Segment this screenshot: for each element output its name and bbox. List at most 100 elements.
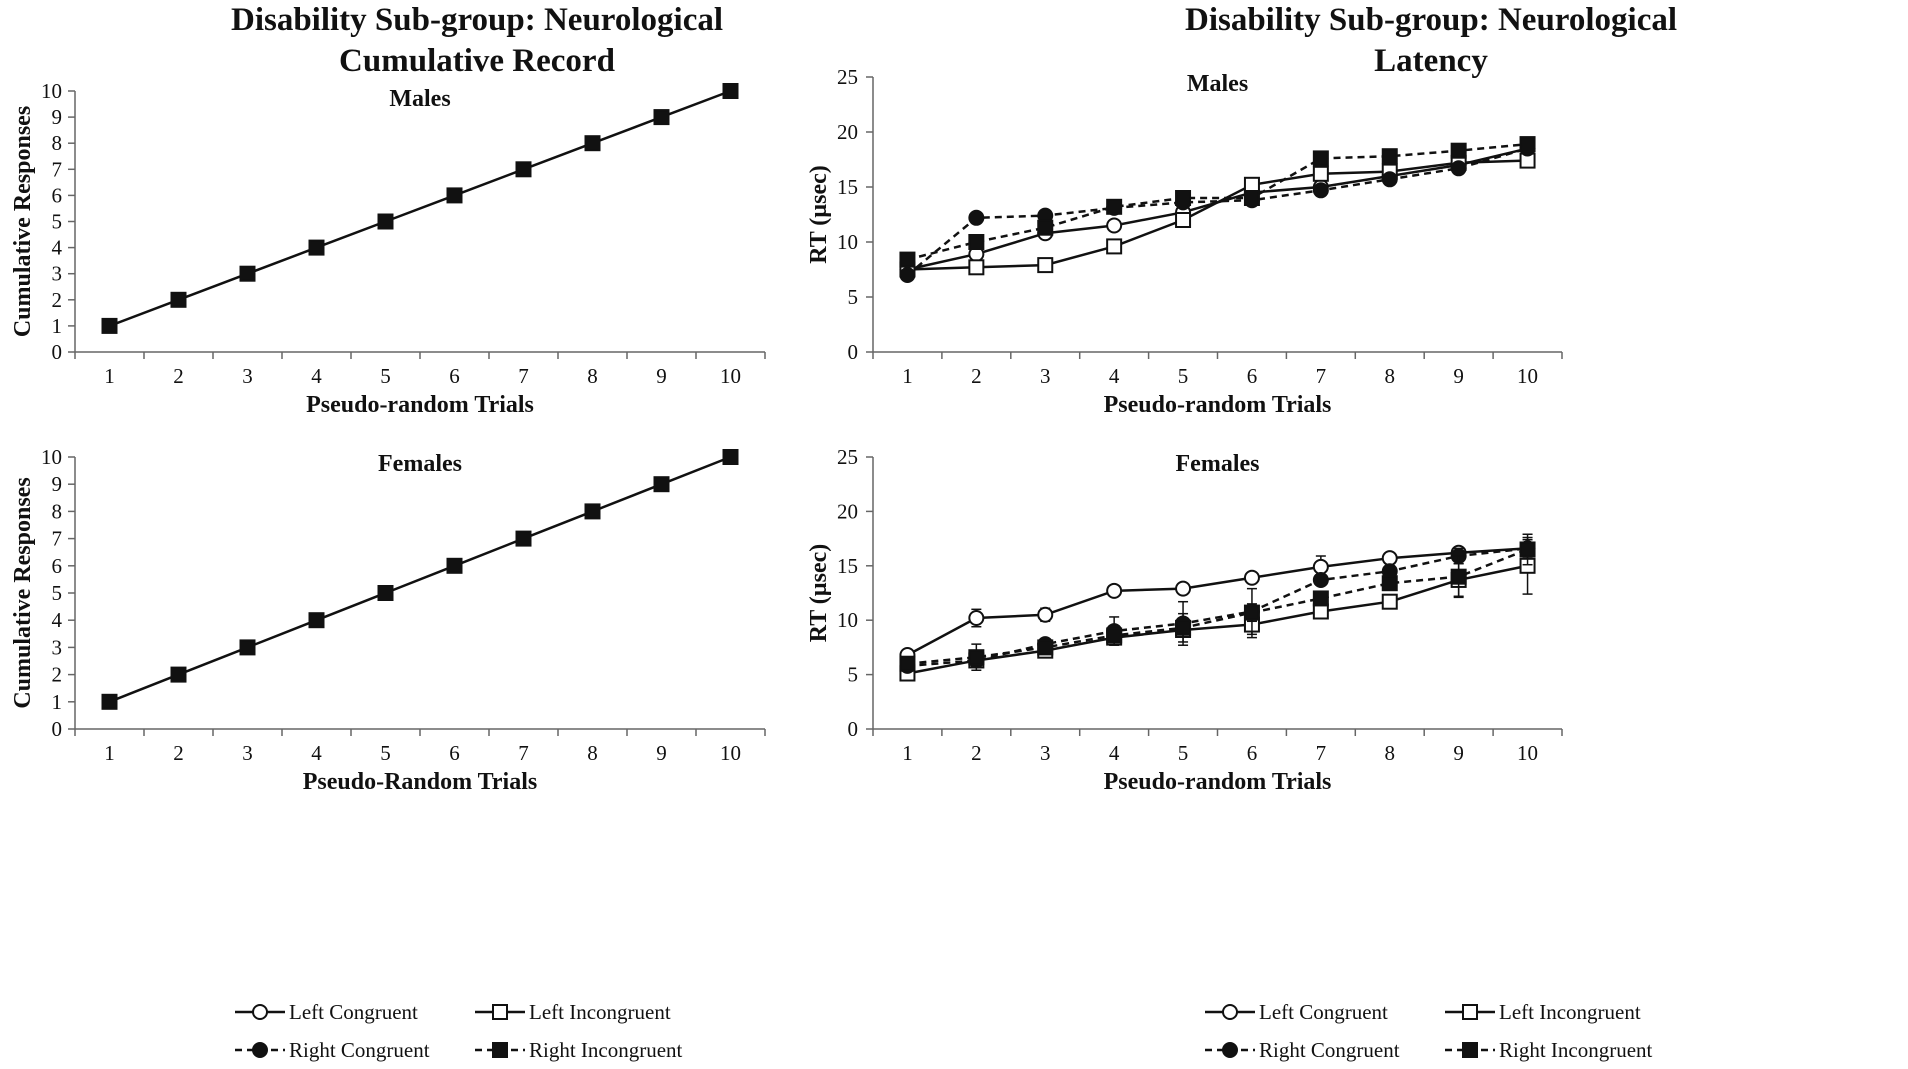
data-point: [1381, 148, 1398, 165]
y-tick-label: 2: [52, 288, 63, 312]
data-point: [515, 530, 532, 547]
y-tick-label: 2: [52, 663, 63, 687]
x-tick-label: 5: [1178, 741, 1189, 765]
data-point: [1175, 619, 1192, 636]
x-tick-label: 3: [1040, 741, 1051, 765]
x-tick-label: 7: [518, 364, 529, 388]
x-tick-label: 8: [1385, 741, 1396, 765]
data-point: [1106, 198, 1123, 215]
legend-label: Left Congruent: [1259, 1000, 1388, 1024]
legend-left: Left Congruent Left Incongruent Right Cong…: [235, 1000, 683, 1062]
series-line: [109, 89, 731, 328]
series-line: [907, 547, 1528, 668]
data-point: [1175, 580, 1192, 597]
y-tick-label: 25: [837, 65, 858, 89]
x-tick-label: 3: [242, 741, 253, 765]
chart-lat-males: 0 5 10 15 20 25 1 2 3 4 5 6 7 8 9 10 Males Pseudo-random …: [806, 65, 1563, 418]
data-point: [1175, 212, 1192, 228]
y-tick-label: 10: [837, 230, 858, 254]
data-point: [515, 161, 532, 178]
data-point: [968, 234, 985, 250]
series-cumulative: [101, 449, 739, 710]
legend-label: Left Incongruent: [529, 1000, 671, 1024]
data-point: [1243, 190, 1260, 206]
data-point: [1450, 568, 1467, 585]
legend-marker: [492, 1042, 508, 1058]
left-title-line-1: Disability Sub-group: Neurological: [230, 2, 724, 38]
panel-title: Males: [1187, 71, 1248, 97]
data-point: [308, 612, 325, 629]
y-tick-label: 0: [848, 717, 859, 741]
data-point: [1037, 639, 1054, 656]
x-tick-label: 8: [587, 364, 598, 388]
x-tick-label: 1: [902, 364, 913, 388]
x-tick-label: 10: [1517, 364, 1538, 388]
legend-marker: [1222, 1004, 1238, 1020]
x-tick-label: 2: [971, 364, 982, 388]
x-tick-label: 9: [656, 364, 667, 388]
x-tick-label: 7: [1316, 364, 1327, 388]
series-left-congruent: [899, 540, 1536, 664]
series-line: [907, 159, 1528, 271]
data-point: [968, 259, 985, 276]
y-tick-label: 4: [52, 236, 63, 260]
data-point: [1243, 604, 1260, 621]
series-line: [907, 548, 1529, 665]
x-tick-label: 4: [311, 741, 322, 765]
x-tick-label: 3: [242, 364, 253, 388]
right-title-line-1: Disability Sub-group: Neurological: [1184, 2, 1678, 38]
series-right-congruent: [899, 140, 1536, 283]
data-point: [1106, 238, 1123, 255]
x-tick-label: 2: [173, 741, 184, 765]
data-point: [722, 83, 739, 99]
data-point: [1243, 569, 1260, 586]
data-point: [1312, 150, 1329, 167]
data-point: [170, 666, 187, 683]
data-point: [1037, 257, 1054, 274]
y-tick-label: 7: [52, 157, 63, 181]
legend-item: Right Congruent: [235, 1038, 430, 1062]
y-tick-label: 25: [837, 445, 858, 469]
y-axis-title: Cumulative Responses: [10, 106, 36, 337]
y-tick-label: 6: [52, 554, 63, 578]
x-tick-label: 6: [1247, 741, 1258, 765]
chart-cum-females: 0 1 2 3 4 5 6 7 8 9 10 1 2 3 4 5 6 7 8 9 10 Females Pseudo-Ran…: [10, 445, 766, 795]
x-tick-label: 9: [1453, 741, 1464, 765]
data-point: [1381, 575, 1398, 592]
data-point: [1519, 541, 1536, 558]
series-line: [907, 142, 1528, 261]
y-tick-label: 15: [837, 554, 858, 578]
y-tick-label: 8: [52, 131, 63, 155]
series-right-congruent: [899, 538, 1536, 674]
y-tick-label: 9: [52, 472, 63, 496]
x-axis-title: Pseudo-random Trials: [306, 392, 534, 418]
y-tick-label: 15: [837, 175, 858, 199]
data-point: [1312, 165, 1329, 182]
data-point: [101, 693, 118, 710]
data-point: [1381, 171, 1398, 188]
legend-item: Left Congruent: [235, 1000, 418, 1024]
x-tick-label: 6: [1247, 364, 1258, 388]
data-point: [446, 187, 463, 204]
y-tick-label: 5: [52, 581, 63, 605]
legend-item: Left Incongruent: [1445, 1000, 1641, 1024]
right-title-line-2: Latency: [1374, 43, 1488, 79]
x-axis-title: Pseudo-Random Trials: [303, 769, 537, 795]
y-axis-title: Cumulative Responses: [10, 477, 36, 708]
series-line: [109, 455, 731, 703]
x-tick-label: 10: [720, 741, 741, 765]
x-tick-label: 4: [1109, 741, 1120, 765]
series-line: [906, 547, 1528, 657]
legend-marker: [492, 1004, 508, 1020]
x-tick-label: 4: [1109, 364, 1120, 388]
series-line: [906, 147, 1528, 276]
series-right-incongruent: [899, 136, 1536, 268]
legend-item: Right Congruent: [1205, 1038, 1400, 1062]
data-point: [1243, 176, 1260, 193]
x-tick-label: 3: [1040, 364, 1051, 388]
chart-lat-females: 0 5 10 15 20 25 1 2 3 4 5 6 7 8 9 10 Females Pseudo-rando…: [806, 445, 1563, 795]
y-tick-label: 1: [52, 314, 63, 338]
x-tick-label: 8: [587, 741, 598, 765]
